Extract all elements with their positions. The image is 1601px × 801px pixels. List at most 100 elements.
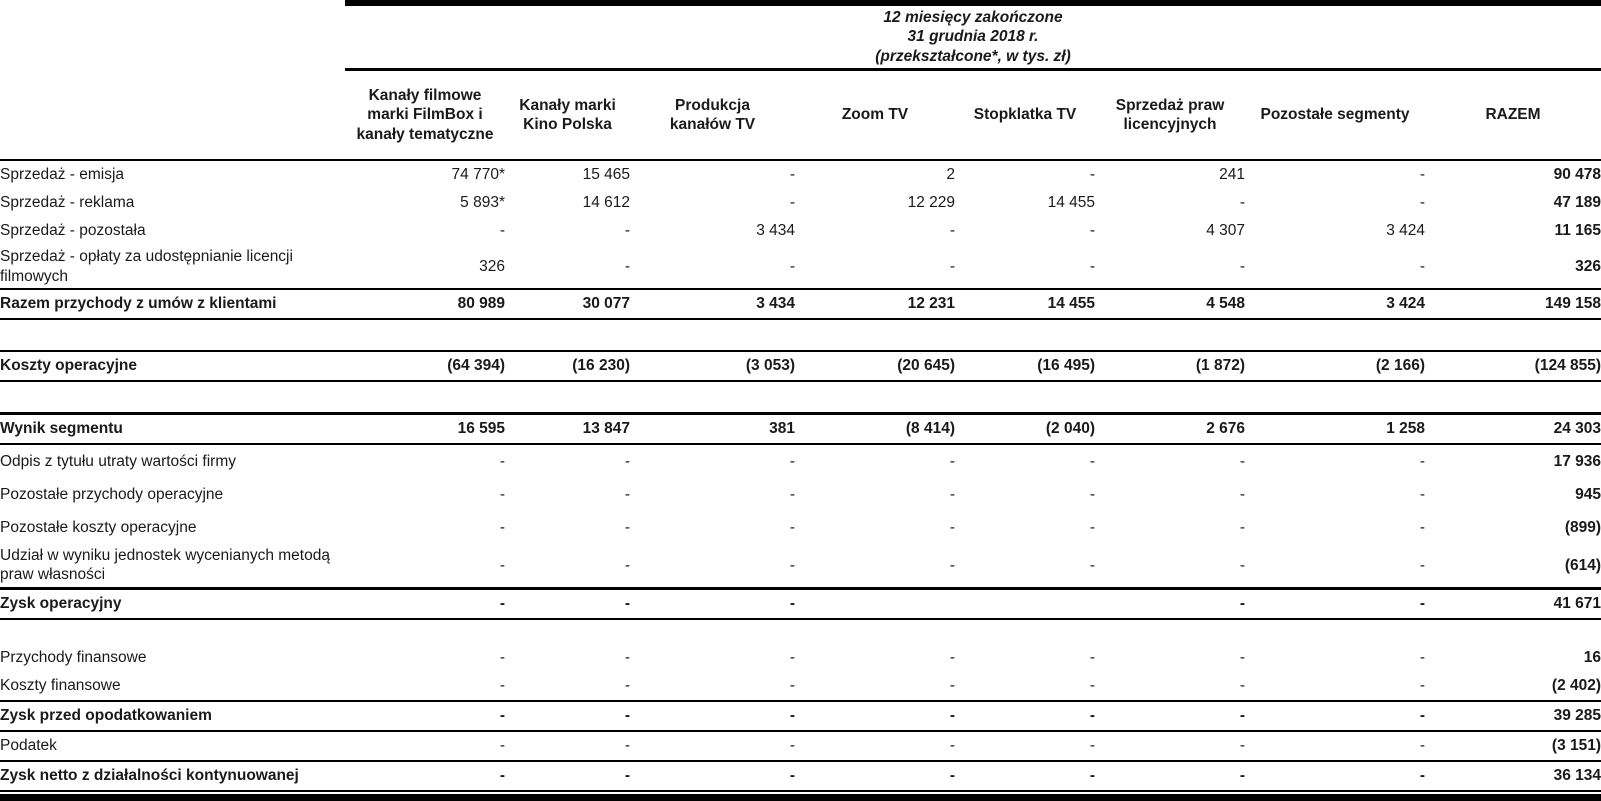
value-cell: - — [499, 648, 505, 666]
value-cell: - — [1095, 699, 1245, 732]
value-cell: 13 847 — [505, 411, 630, 445]
value-cell-razem: (614) — [1564, 556, 1601, 574]
value-cell: - — [949, 222, 955, 240]
table-row: Sprzedaż - reklama 5 893* 14 612 - 12 229 14 … — [0, 189, 1601, 217]
row-label: Podatek — [0, 730, 345, 762]
value-cell: - — [1089, 166, 1095, 184]
table-bottom-rule — [0, 793, 1601, 801]
value-cell: - — [1239, 485, 1245, 503]
value-cell: - — [505, 760, 630, 792]
column-header: Stopklatka TV — [955, 69, 1095, 162]
value-cell: - — [949, 485, 955, 503]
table-row: Zysk operacyjny - - - - -41 671 — [0, 586, 1601, 620]
value-cell: (8 414) — [795, 411, 955, 445]
table-row: Odpis z tytułu utraty wartości firmy - - - -… — [0, 444, 1601, 478]
value-cell-razem: (3 151) — [1425, 730, 1601, 762]
value-cell: - — [789, 676, 795, 694]
value-cell: - — [624, 222, 630, 240]
value-cell-razem: (124 855) — [1425, 349, 1601, 382]
value-cell: - — [949, 518, 955, 536]
value-cell: 15 465 — [582, 166, 630, 184]
period-header-row: 12 miesięcy zakończone 31 grudnia 2018 r… — [0, 0, 1601, 72]
value-cell: 16 595 — [345, 411, 505, 445]
value-cell: - — [1239, 648, 1245, 666]
value-cell: - — [1245, 760, 1425, 792]
value-cell-razem: 17 936 — [1553, 452, 1601, 470]
row-label: Pozostałe koszty operacyjne — [0, 518, 197, 536]
value-cell: - — [795, 699, 955, 732]
value-cell: - — [1419, 194, 1425, 212]
value-cell: - — [630, 699, 795, 732]
value-cell: - — [345, 760, 505, 792]
value-cell: - — [1089, 452, 1095, 470]
value-cell: - — [505, 586, 630, 620]
row-label: Koszty finansowe — [0, 676, 121, 694]
value-cell: 14 612 — [582, 194, 630, 212]
table-row: Podatek - - - - - - - (3 151) — [0, 730, 1601, 762]
value-cell-razem: 36 134 — [1425, 760, 1601, 792]
table-row: Sprzedaż - opłaty za udostępnianie licen… — [0, 245, 1601, 289]
spacer-row — [0, 319, 1601, 351]
value-cell: - — [795, 760, 955, 792]
spacer-row — [0, 619, 1601, 644]
period-header-spacer — [0, 3, 345, 70]
value-cell-razem: (899) — [1564, 518, 1601, 536]
period-line-1: 12 miesięcy zakończone — [883, 9, 1063, 26]
value-cell: - — [789, 166, 795, 184]
value-cell: - — [1095, 586, 1245, 620]
value-cell-razem: 24 303 — [1425, 411, 1601, 445]
value-cell: - — [499, 556, 505, 574]
value-cell: - — [955, 730, 1095, 762]
table-row: Koszty finansowe - - - - - - - (2 402) — [0, 672, 1601, 701]
value-cell: - — [789, 452, 795, 470]
column-header: Sprzedaż praw licencyjnych — [1095, 69, 1245, 162]
row-label: Pozostałe przychody operacyjne — [0, 485, 224, 503]
value-cell: 3 434 — [756, 222, 795, 240]
column-header-empty — [0, 69, 345, 162]
period-line-2: 31 grudnia 2018 r. — [907, 28, 1039, 46]
value-cell: - — [1095, 730, 1245, 762]
value-cell-razem: 90 478 — [1553, 166, 1601, 184]
row-label: Zysk operacyjny — [0, 586, 345, 620]
table-row: Sprzedaż - emisja 74 770* 15 465 - 2 - 241 - 90 … — [0, 160, 1601, 189]
spacer-cell — [0, 319, 1601, 351]
row-label: Koszty operacyjne — [0, 349, 345, 382]
value-cell: 2 676 — [1095, 411, 1245, 445]
column-header: Kanały marki Kino Polska — [505, 69, 630, 162]
value-cell: - — [949, 257, 955, 275]
value-cell: - — [624, 676, 630, 694]
value-cell: (3 053) — [630, 349, 795, 382]
table-row: Pozostałe koszty operacyjne - - - - - - - (899) — [0, 511, 1601, 544]
row-label: Odpis z tytułu utraty wartości firmy — [0, 452, 237, 470]
value-cell: 381 — [630, 411, 795, 445]
value-cell: - — [795, 730, 955, 762]
value-cell: - — [789, 518, 795, 536]
row-label: Udział w wyniku jednostek wycenianych me… — [0, 546, 330, 584]
value-cell: - — [1419, 518, 1425, 536]
value-cell: 14 455 — [1047, 194, 1095, 212]
table-row: Pozostałe przychody operacyjne - - - - - - - 945 — [0, 478, 1601, 511]
value-cell: - — [624, 452, 630, 470]
value-cell-razem: 149 158 — [1425, 287, 1601, 320]
row-label: Przychody finansowe — [0, 648, 147, 666]
row-label: Razem przychody z umów z klientami — [0, 287, 345, 320]
value-cell: (2 040) — [955, 411, 1095, 445]
row-label: Sprzedaż - emisja — [0, 166, 125, 184]
column-header: Zoom TV — [795, 69, 955, 162]
spacer-cell — [0, 381, 1601, 414]
value-cell: - — [789, 648, 795, 666]
value-cell: 74 770* — [451, 166, 505, 184]
value-cell: (2 166) — [1245, 349, 1425, 382]
value-cell-razem: (2 402) — [1551, 676, 1601, 694]
value-cell-razem: 11 165 — [1554, 222, 1601, 240]
value-cell: - — [1089, 518, 1095, 536]
value-cell: - — [499, 485, 505, 503]
row-label: Zysk przed opodatkowaniem — [0, 699, 345, 732]
value-cell: - — [1089, 485, 1095, 503]
value-cell: - — [1239, 257, 1245, 275]
table-row: Wynik segmentu 16 595 13 847 381 (8 414) (2 0… — [0, 411, 1601, 445]
value-cell: - — [949, 648, 955, 666]
value-cell: 241 — [1219, 166, 1245, 184]
value-cell: - — [1089, 556, 1095, 574]
value-cell — [955, 586, 1095, 620]
